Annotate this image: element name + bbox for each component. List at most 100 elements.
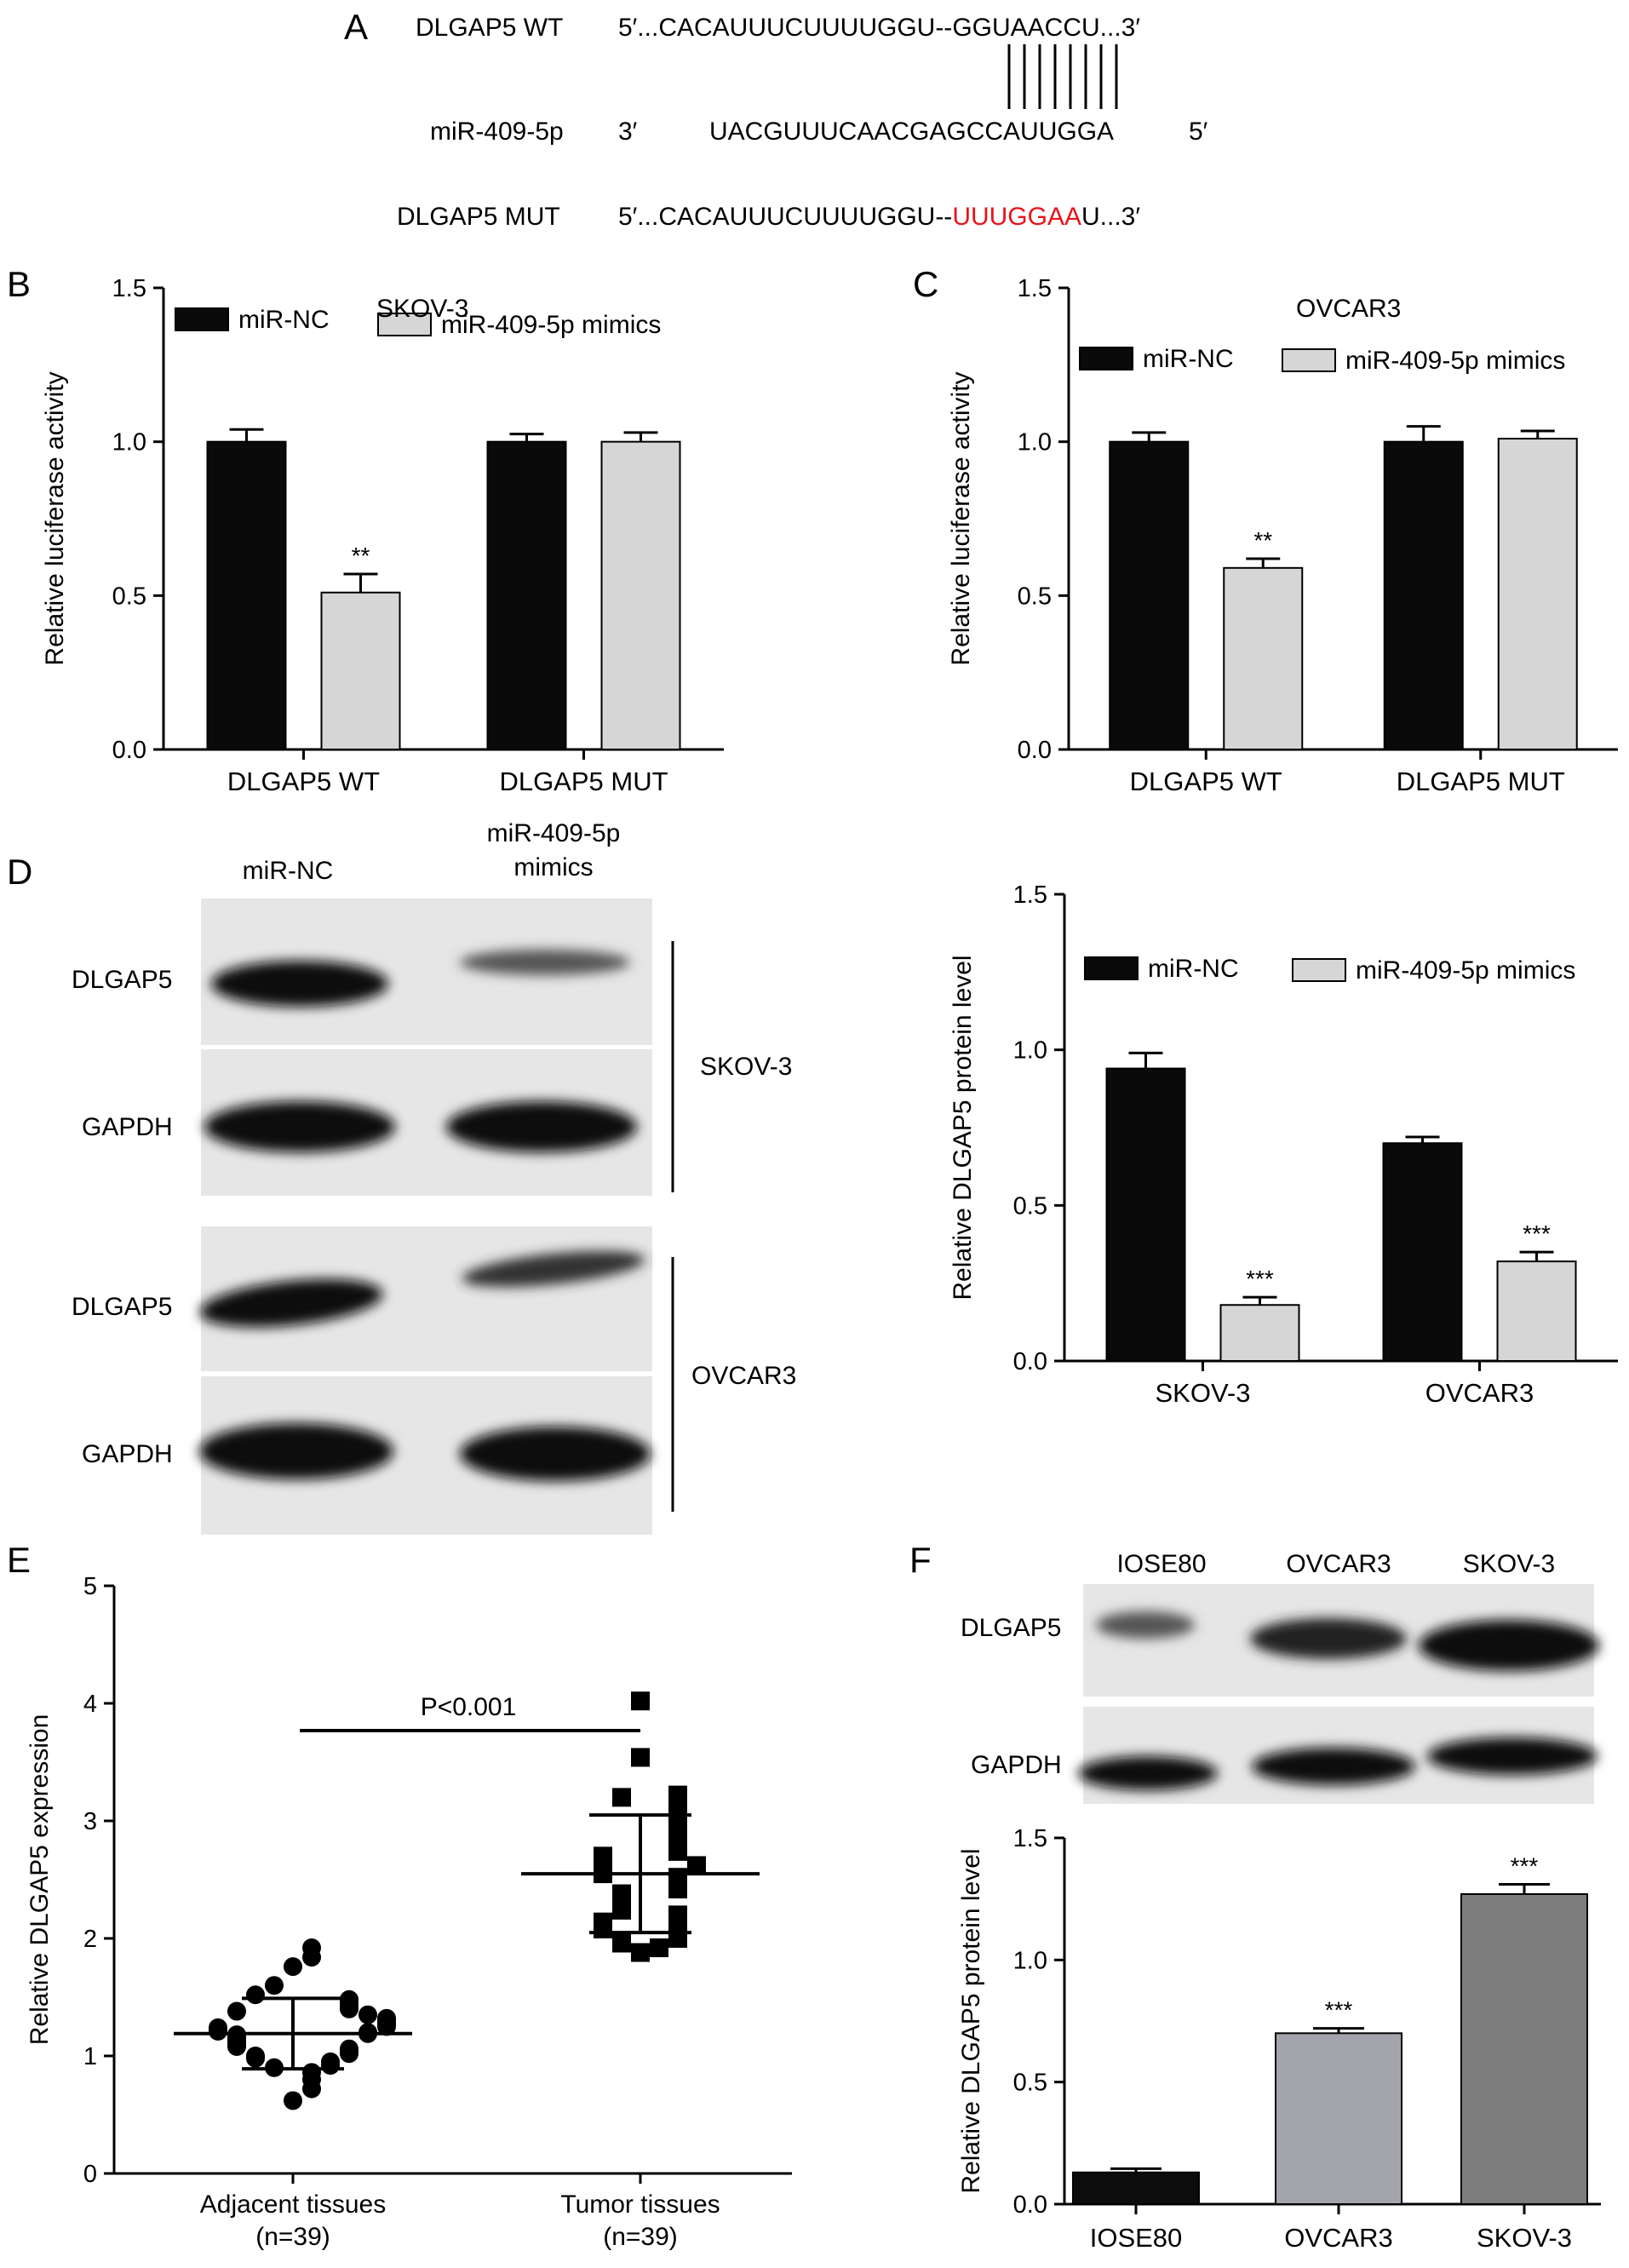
D-significance: *** [1523, 1220, 1551, 1247]
F-bar [1072, 2171, 1200, 2206]
E-y-tick-label: 2 [83, 1926, 97, 1953]
F-bar [1275, 2032, 1402, 2205]
chart-b: 0.0 0.5 1.0 1.5 Relative luciferase activity… [41, 275, 724, 796]
C-bar [1109, 440, 1190, 751]
B-legend-label: miR-409-5p mimics [441, 311, 661, 339]
D-x-tick-label: SKOV-3 [1156, 1378, 1251, 1408]
B-y-tick-label: 1.5 [112, 275, 146, 302]
row-label-gapdh-1: GAPDH [82, 1113, 173, 1141]
band-ovcar3-dlgap5-nc [199, 1278, 383, 1328]
B-chart-title: SKOV-3 [376, 295, 468, 323]
mut-seq-prefix: 5′...CACAUUUCUUUUGGU-- [618, 203, 952, 231]
B-bar [320, 591, 401, 750]
C-y-tick-label: 0.0 [1018, 737, 1052, 764]
row-label-dlgap5-2: DLGAP5 [72, 1293, 172, 1321]
panel-e: E 0 1 2 3 4 5 Relative DLGAP5 expression Adjace… [7, 1540, 792, 2251]
lane-label-mir-nc: miR-NC [243, 857, 334, 885]
group-label-skov3: SKOV-3 [700, 1053, 792, 1081]
panel-a-letter: A [344, 7, 368, 47]
D-y-tick-label: 0.5 [1013, 1192, 1047, 1220]
C-y-axis-label: Relative luciferase activity [947, 371, 975, 665]
mir-label: miR-409-5p [430, 118, 564, 146]
chart-f: 0.0 0.5 1.0 1.5 Relative DLGAP5 protein leve… [957, 1825, 1601, 2253]
row-label-dlgap5-1: DLGAP5 [72, 966, 172, 994]
band-f-gapdh-skov3 [1427, 1737, 1597, 1775]
D-significance: *** [1246, 1266, 1274, 1292]
C-y-tick-label: 0.5 [1018, 583, 1052, 610]
lane-label-iose80: IOSE80 [1116, 1550, 1206, 1578]
band-f-gapdh-ovcar3 [1252, 1748, 1415, 1785]
panel-d: D miR-NC miR-409-5p mimics DLGAP5 GAPDH … [7, 819, 1618, 1535]
E-y-axis-label: Relative DLGAP5 expression [26, 1714, 54, 2046]
mir-seq-suffix: 5′ [1189, 118, 1208, 146]
lane-label-mimics-1: miR-409-5p [487, 819, 621, 847]
E-y-tick-label: 4 [83, 1691, 97, 1718]
wt-seq-core: GGUAACCU [952, 14, 1099, 42]
B-x-tick-label: DLGAP5 WT [227, 767, 380, 796]
E-point-adjacent [246, 2047, 265, 2065]
chart-c: 0.0 0.5 1.0 1.5 Relative luciferase activity… [947, 275, 1618, 796]
B-y-tick-label: 0.0 [112, 737, 146, 764]
band-ovcar3-gapdh-nc [199, 1423, 393, 1479]
band-f-dlgap5-iose80 [1096, 1611, 1195, 1639]
band-f-dlgap5-skov3 [1419, 1620, 1599, 1671]
E-x-tick-label: Tumor tissues [560, 2190, 720, 2219]
D-legend-label: miR-NC [1148, 955, 1239, 983]
wt-sequence: 5′...CACAUUUCUUUUGGU--GGUAACCU...3′ [618, 14, 1140, 42]
F-x-tick-label: IOSE80 [1090, 2223, 1183, 2253]
D-bar [1496, 1260, 1577, 1363]
E-point-adjacent [377, 2008, 396, 2028]
E-point-tumor [631, 1943, 650, 1962]
E-point-tumor [612, 1933, 631, 1953]
C-chart-title: OVCAR3 [1296, 295, 1401, 323]
band-skov3-gapdh-nc [204, 1101, 395, 1152]
B-y-tick-label: 1.0 [112, 429, 146, 456]
D-y-tick-label: 0.0 [1013, 1348, 1047, 1375]
E-x-tick-label: Adjacent tissues [200, 2190, 386, 2219]
E-point-adjacent [340, 2039, 358, 2058]
E-point-adjacent [246, 1985, 265, 2005]
C-legend-swatch [1079, 347, 1133, 370]
E-point-tumor [612, 1884, 631, 1903]
row-label-f-dlgap5: DLGAP5 [961, 1614, 1061, 1642]
group-label-ovcar3: OVCAR3 [691, 1362, 796, 1390]
E-y-tick-label: 0 [83, 2161, 97, 2188]
F-significance: *** [1325, 1997, 1353, 2024]
B-y-tick-label: 0.5 [112, 583, 146, 610]
F-y-tick-label: 1.5 [1013, 1825, 1047, 1852]
F-bar [1460, 1892, 1588, 2206]
C-legend-label: miR-NC [1143, 345, 1234, 373]
E-point-adjacent [227, 2001, 246, 2021]
alignment-row-wt: DLGAP5 WT 5′...CACAUUUCUUUUGGU--GGUAACCU… [416, 14, 1140, 42]
lane-label-skov3: SKOV-3 [1463, 1550, 1555, 1578]
mir-seq-prefix: 3′ [618, 118, 638, 146]
E-point-tumor [650, 1938, 668, 1958]
F-x-tick-label: SKOV-3 [1477, 2223, 1572, 2253]
panel-b: B 0.0 0.5 1.0 1.5 Relative luciferase activi… [7, 264, 724, 796]
panel-a: A DLGAP5 WT 5′...CACAUUUCUUUUGGU--GGUAAC… [344, 7, 1208, 231]
E-point-adjacent [284, 2091, 302, 2110]
E-point-tumor [668, 1868, 687, 1887]
E-y-tick-label: 5 [83, 1573, 97, 1600]
B-y-axis-label: Relative luciferase activity [41, 371, 69, 665]
panel-f: F IOSE80 OVCAR3 SKOV-3 DLGAP5 GAPDH 0.00… [909, 1540, 1601, 2253]
F-y-tick-label: 1.0 [1013, 1947, 1047, 1974]
E-y-tick-label: 3 [83, 1808, 97, 1835]
C-significance: ** [1253, 527, 1272, 554]
B-bar [206, 440, 287, 751]
E-point-tumor [631, 1748, 650, 1767]
E-point-tumor [631, 1691, 650, 1711]
B-legend-label: miR-NC [238, 306, 330, 334]
mut-label: DLGAP5 MUT [397, 203, 560, 231]
panel-f-letter: F [909, 1540, 932, 1580]
band-ovcar3-gapdh-mimics [460, 1427, 651, 1481]
F-significance: *** [1511, 1852, 1539, 1879]
E-point-adjacent [358, 2005, 377, 2024]
B-bar [486, 440, 567, 751]
band-f-gapdh-iose80 [1078, 1756, 1218, 1790]
band-skov3-dlgap5-mimics [460, 950, 630, 975]
panel-b-letter: B [7, 264, 31, 304]
D-bar [1219, 1304, 1300, 1362]
chart-e: 0 1 2 3 4 5 Relative DLGAP5 expression Adjacent… [26, 1573, 792, 2251]
